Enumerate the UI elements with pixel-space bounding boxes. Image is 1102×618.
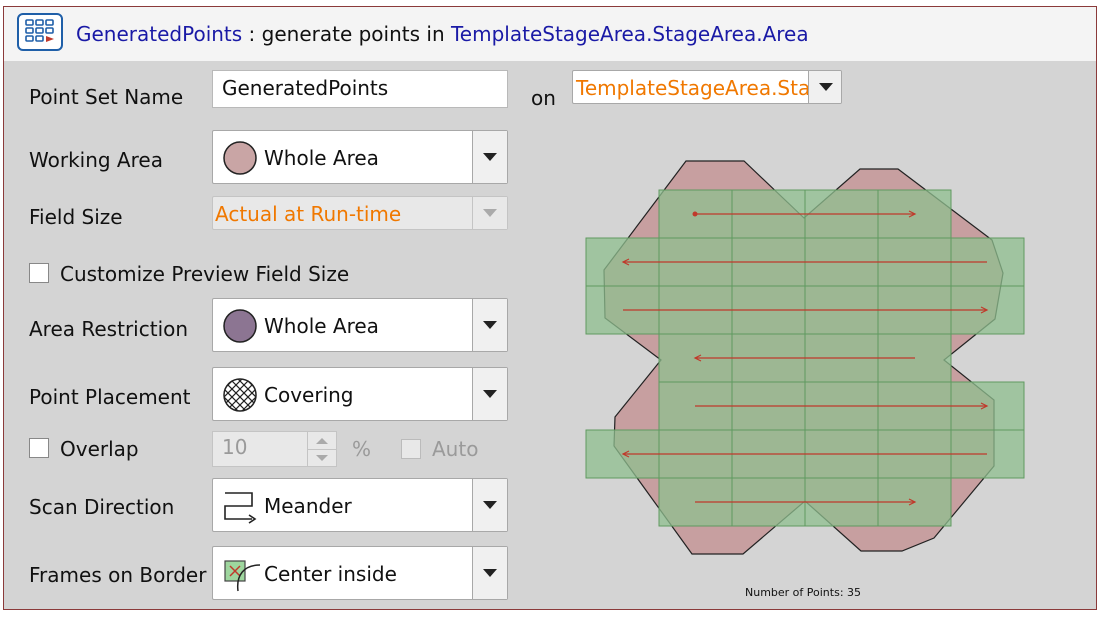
center-inside-icon: [224, 560, 261, 592]
on-area-value: TemplateStageArea.Sta: [576, 76, 811, 100]
working-area-dropdown-button[interactable]: [472, 131, 507, 183]
overlap-value-input[interactable]: 10: [212, 431, 308, 467]
header-bar: GeneratedPoints : generate points in Tem…: [4, 7, 1096, 61]
crosshatch-pattern-icon: [223, 378, 257, 412]
overlap-spinner[interactable]: [307, 431, 337, 467]
frames-on-border-label: Frames on Border: [29, 563, 207, 587]
overlap-unit: %: [352, 437, 372, 461]
scan-direction-value: Meander: [264, 494, 352, 518]
overlap-checkbox[interactable]: [29, 438, 49, 458]
area-restriction-combo[interactable]: Whole Area: [212, 298, 508, 352]
working-area-combo[interactable]: Whole Area: [212, 130, 508, 184]
field-size-dropdown-button[interactable]: [472, 197, 507, 229]
scan-direction-dropdown-button[interactable]: [472, 479, 507, 531]
chevron-down-icon: [483, 153, 497, 161]
chevron-down-icon: [483, 569, 497, 577]
number-of-points-label: Number of Points: 35: [745, 586, 862, 599]
area-restriction-value: Whole Area: [264, 314, 379, 338]
frames-on-border-value: Center inside: [264, 562, 397, 586]
header-separator-text: : generate points in: [248, 22, 445, 46]
field-size-combo[interactable]: Actual at Run-time: [212, 196, 508, 230]
settings-panel: Point Set Name GeneratedPoints on Templa…: [9, 61, 1091, 609]
point-placement-dropdown-button[interactable]: [472, 368, 507, 420]
auto-label: Auto: [432, 437, 479, 461]
frames-on-border-combo[interactable]: Center inside: [212, 546, 508, 600]
auto-checkbox[interactable]: [401, 439, 421, 459]
spinner-divider: [308, 449, 336, 450]
spin-up-icon[interactable]: [316, 438, 328, 444]
scan-path: [621, 210, 989, 506]
point-placement-label: Point Placement: [29, 385, 191, 409]
area-restriction-label: Area Restriction: [29, 317, 189, 341]
chevron-down-icon: [819, 83, 833, 91]
area-restriction-swatch-icon: [223, 309, 257, 343]
chevron-down-icon: [483, 321, 497, 329]
chevron-down-icon: [483, 501, 497, 509]
on-area-combo[interactable]: TemplateStageArea.Sta: [572, 70, 842, 104]
scan-direction-combo[interactable]: Meander: [212, 478, 508, 532]
point-preview-canvas: [585, 160, 1025, 555]
working-area-label: Working Area: [29, 148, 163, 172]
point-set-link[interactable]: GeneratedPoints: [76, 22, 243, 46]
field-size-label: Field Size: [29, 205, 123, 229]
point-set-name-label: Point Set Name: [29, 85, 184, 109]
overlap-label: Overlap: [60, 437, 139, 461]
on-area-dropdown-button[interactable]: [808, 71, 841, 103]
area-link[interactable]: TemplateStageArea.StageArea.Area: [450, 22, 809, 46]
area-restriction-dropdown-button[interactable]: [472, 299, 507, 351]
point-grid-icon: [17, 13, 63, 51]
frames-on-border-dropdown-button[interactable]: [472, 547, 507, 599]
on-label: on: [531, 86, 556, 110]
scan-start-point: [692, 211, 698, 217]
field-size-value: Actual at Run-time: [215, 202, 402, 226]
point-placement-value: Covering: [264, 383, 354, 407]
header-title: GeneratedPoints : generate points in Tem…: [76, 22, 809, 46]
meander-icon: [224, 492, 257, 524]
chevron-down-icon: [483, 390, 497, 398]
point-placement-combo[interactable]: Covering: [212, 367, 508, 421]
working-area-swatch-icon: [223, 141, 257, 175]
dialog-frame: GeneratedPoints : generate points in Tem…: [3, 6, 1097, 610]
spin-down-icon[interactable]: [316, 455, 328, 461]
point-set-name-input[interactable]: GeneratedPoints: [212, 70, 508, 108]
scan-direction-label: Scan Direction: [29, 495, 175, 519]
working-area-value: Whole Area: [264, 146, 379, 170]
customize-preview-label: Customize Preview Field Size: [60, 262, 350, 286]
customize-preview-checkbox[interactable]: [29, 263, 49, 283]
chevron-down-icon: [483, 209, 497, 217]
